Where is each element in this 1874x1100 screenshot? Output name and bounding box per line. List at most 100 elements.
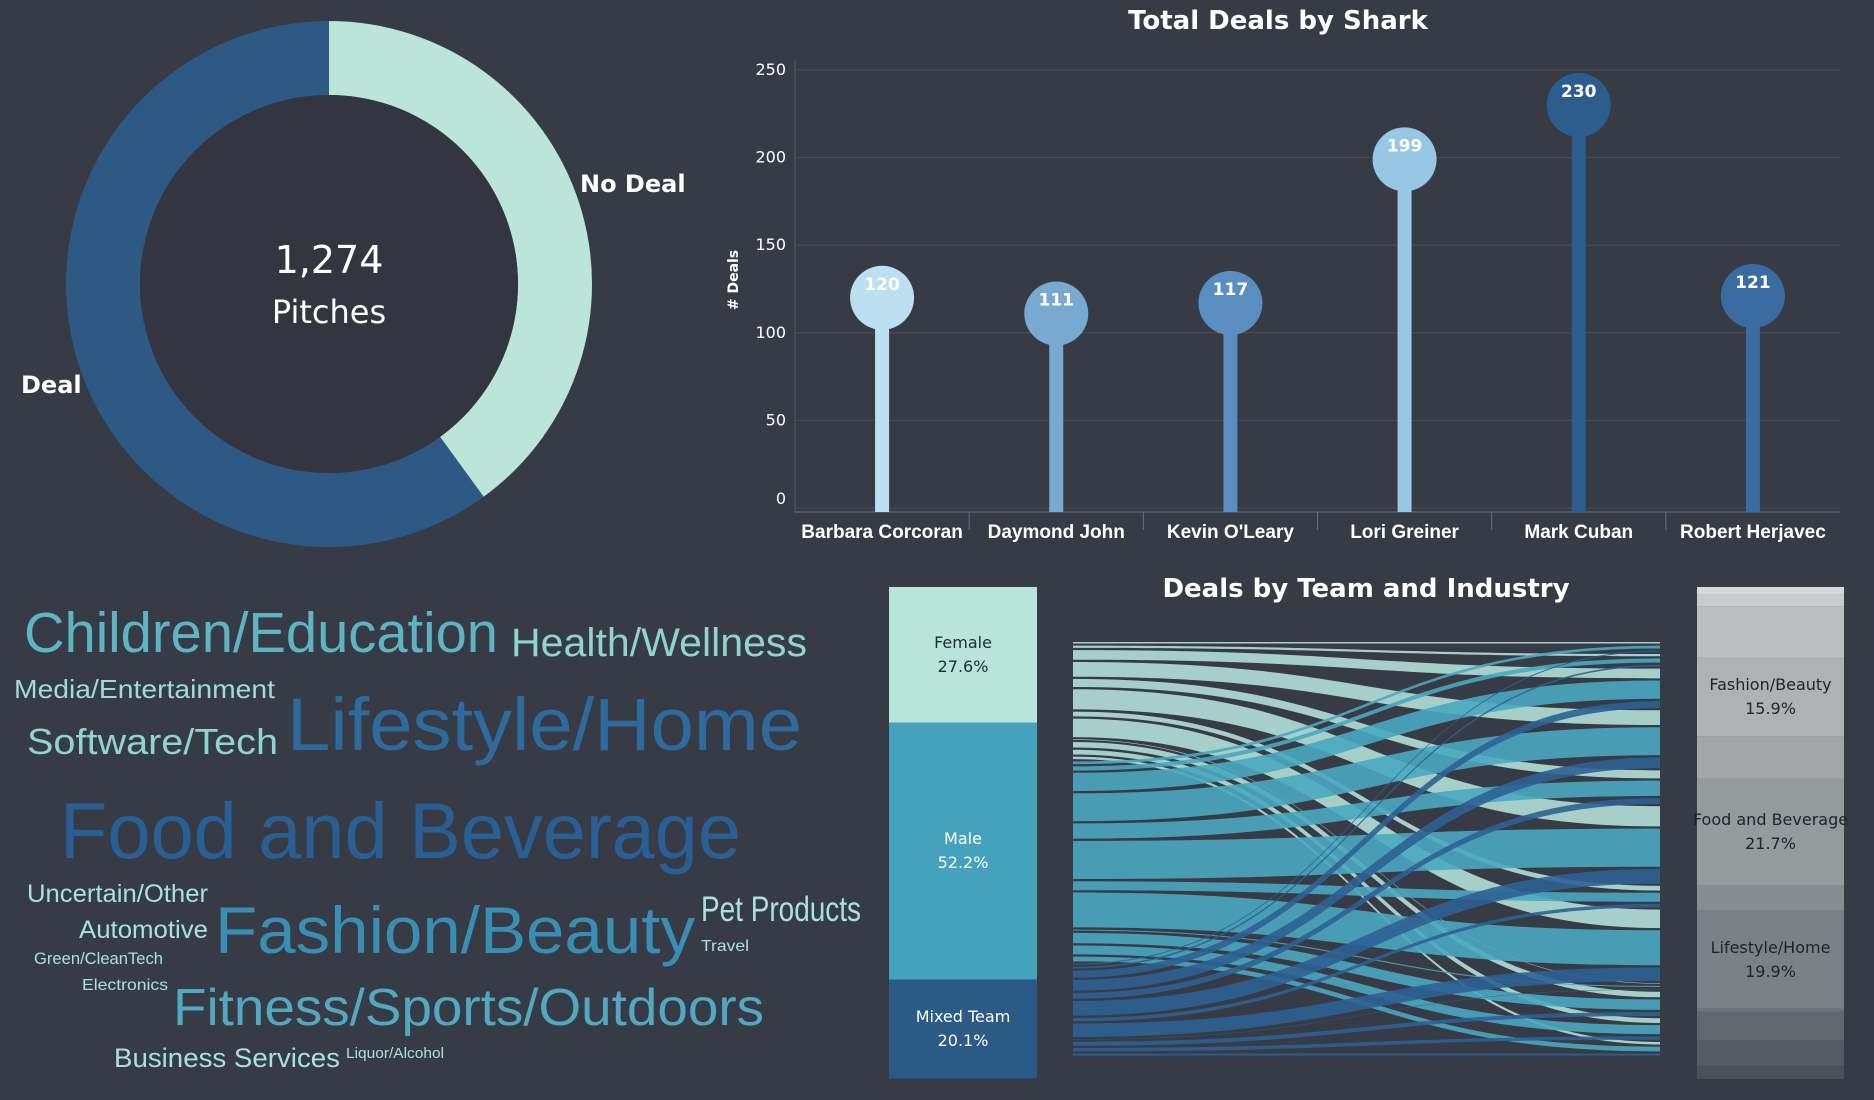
word-green-cleantech[interactable]: Green/CleanTech bbox=[34, 949, 163, 969]
industry-node[interactable] bbox=[1697, 736, 1844, 779]
slice-label-no-deal: No Deal bbox=[580, 170, 686, 198]
sankey-flow[interactable] bbox=[1073, 645, 1660, 765]
lollipop-head[interactable] bbox=[850, 265, 915, 330]
word-lifestyle-home[interactable]: Lifestyle/Home bbox=[287, 682, 802, 766]
node-percent: 15.9% bbox=[1745, 698, 1796, 718]
team-node[interactable] bbox=[889, 587, 1037, 723]
sankey-flow[interactable] bbox=[1073, 664, 1660, 969]
node-name: Mixed Team bbox=[915, 1007, 1011, 1027]
word-software-tech[interactable]: Software/Tech bbox=[27, 721, 278, 763]
lollipop-stick[interactable] bbox=[1223, 303, 1238, 512]
word-media-entertainment[interactable]: Media/Entertainment bbox=[14, 674, 275, 705]
sankey-flow[interactable] bbox=[1073, 689, 1660, 827]
value-label: 230 bbox=[1561, 82, 1597, 102]
lollipop-head[interactable] bbox=[1024, 281, 1089, 346]
word-automotive[interactable]: Automotive bbox=[79, 916, 208, 944]
word-children-education[interactable]: Children/Education bbox=[24, 601, 498, 666]
sankey-flow[interactable] bbox=[1073, 701, 1660, 978]
sankey-flow[interactable] bbox=[1073, 718, 1660, 929]
x-tick-label: Daymond John bbox=[988, 522, 1125, 543]
sankey-flow[interactable] bbox=[1073, 828, 1660, 880]
sankey-flow[interactable] bbox=[1073, 780, 1660, 839]
word-uncertain-other[interactable]: Uncertain/Other bbox=[27, 880, 208, 908]
lollipop-head[interactable] bbox=[1198, 271, 1263, 336]
donut-center-value: 1,274 bbox=[274, 238, 384, 282]
team-node[interactable] bbox=[889, 979, 1037, 1079]
donut-slice-no-deal[interactable] bbox=[329, 21, 592, 497]
industry-node[interactable] bbox=[1697, 606, 1844, 658]
sankey-flow[interactable] bbox=[1073, 929, 1660, 987]
lollipop-head[interactable] bbox=[1372, 127, 1437, 192]
sankey-flow[interactable] bbox=[1073, 757, 1660, 991]
node-percent: 21.7% bbox=[1745, 834, 1796, 854]
donut-hole bbox=[140, 95, 518, 473]
sankey-flow[interactable] bbox=[1073, 932, 1660, 1010]
sankey-flow[interactable] bbox=[1073, 868, 1660, 1016]
sankey-flow[interactable] bbox=[1073, 1053, 1660, 1056]
sankey-flow[interactable] bbox=[1073, 661, 1660, 726]
node-name: Female bbox=[934, 632, 992, 652]
sankey-flow[interactable] bbox=[1073, 642, 1660, 644]
industry-node[interactable] bbox=[1697, 778, 1844, 886]
sankey-title: Deals by Team and Industry bbox=[1162, 574, 1570, 604]
lollipop-stick[interactable] bbox=[1397, 159, 1412, 513]
value-label: 199 bbox=[1387, 136, 1423, 156]
lollipop-head[interactable] bbox=[1546, 73, 1611, 138]
sankey-flow[interactable] bbox=[1073, 711, 1660, 891]
word-fitness-sports-outdoors[interactable]: Fitness/Sports/Outdoors bbox=[173, 979, 764, 1038]
word-business-services[interactable]: Business Services bbox=[114, 1043, 340, 1074]
word-electronics[interactable]: Electronics bbox=[82, 977, 168, 995]
y-tick-label: 0 bbox=[776, 489, 786, 508]
x-tick-label: Lori Greiner bbox=[1350, 522, 1459, 543]
word-fashion-beauty[interactable]: Fashion/Beauty bbox=[215, 893, 695, 968]
lollipop-stick[interactable] bbox=[875, 297, 890, 512]
sankey-flow[interactable] bbox=[1073, 727, 1660, 822]
node-name: Fashion/Beauty bbox=[1709, 674, 1832, 694]
donut-center-label: Pitches bbox=[271, 293, 387, 331]
shark-chart-title: Total Deals by Shark bbox=[1128, 6, 1428, 36]
industry-node-label: Lifestyle/Home 19.9% bbox=[1691, 936, 1850, 984]
sankey-flow[interactable] bbox=[1073, 1012, 1660, 1046]
sankey-flow[interactable] bbox=[1073, 903, 1660, 1022]
industry-node[interactable] bbox=[1697, 910, 1844, 1009]
y-tick-label: 150 bbox=[755, 235, 786, 254]
industry-node[interactable] bbox=[1697, 1011, 1844, 1041]
lollipop-stick[interactable] bbox=[1049, 313, 1064, 512]
sankey-flow[interactable] bbox=[1073, 989, 1660, 1040]
word-health-wellness[interactable]: Health/Wellness bbox=[511, 621, 807, 665]
word-pet-products[interactable]: Pet Products bbox=[701, 890, 861, 929]
team-node[interactable] bbox=[889, 722, 1037, 980]
sankey-flow[interactable] bbox=[1073, 645, 1660, 657]
industry-node[interactable] bbox=[1697, 1008, 1844, 1012]
sankey-flow[interactable] bbox=[1073, 680, 1660, 792]
industry-node[interactable] bbox=[1697, 885, 1844, 911]
industry-node[interactable] bbox=[1697, 657, 1844, 737]
slice-label-deal: Deal bbox=[21, 371, 82, 399]
sankey-flow[interactable] bbox=[1073, 892, 1660, 966]
x-tick-label: Robert Herjavec bbox=[1680, 522, 1826, 543]
industry-node[interactable] bbox=[1697, 594, 1844, 607]
sankey-flow[interactable] bbox=[1073, 945, 1660, 1035]
word-food-and-beverage[interactable]: Food and Beverage bbox=[60, 785, 741, 875]
sankey-flow[interactable] bbox=[1073, 658, 1660, 771]
industry-node-label: Fashion/Beauty 15.9% bbox=[1691, 673, 1850, 721]
word-travel[interactable]: Travel bbox=[701, 938, 749, 956]
x-tick-label: Mark Cuban bbox=[1524, 522, 1633, 543]
value-label: 121 bbox=[1735, 273, 1771, 293]
value-label: 117 bbox=[1213, 280, 1249, 300]
sankey-flow[interactable] bbox=[1073, 749, 1660, 1023]
sankey-flow[interactable] bbox=[1073, 798, 1660, 999]
lollipop-head[interactable] bbox=[1720, 264, 1785, 329]
industry-node[interactable] bbox=[1697, 1065, 1844, 1079]
sankey-flow[interactable] bbox=[1073, 1036, 1660, 1052]
word-liquor-alcohol[interactable]: Liquor/Alcohol bbox=[346, 1045, 444, 1062]
lollipop-stick[interactable] bbox=[1745, 296, 1760, 512]
industry-node[interactable] bbox=[1697, 587, 1844, 595]
sankey-flow[interactable] bbox=[1073, 650, 1660, 965]
lollipop-stick[interactable] bbox=[1571, 105, 1586, 512]
donut-slice-deal[interactable] bbox=[65, 21, 484, 547]
industry-node-label: Food and Beverage 21.7% bbox=[1691, 808, 1850, 856]
sankey-flow[interactable] bbox=[1073, 967, 1660, 1037]
team-node-label: Mixed Team 20.1% bbox=[883, 1005, 1043, 1053]
industry-node[interactable] bbox=[1697, 1040, 1844, 1066]
